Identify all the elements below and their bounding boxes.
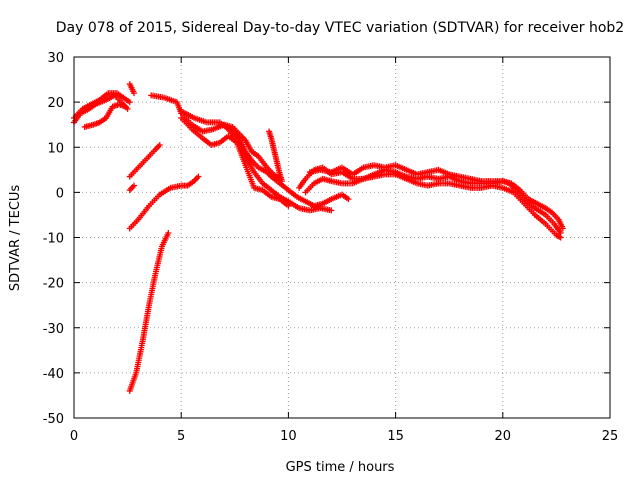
data-point [557, 234, 564, 241]
x-tick-label: 5 [177, 429, 185, 444]
y-tick-label: 20 [47, 96, 64, 111]
data-points [71, 81, 566, 394]
data-point [559, 225, 566, 232]
data-point [165, 229, 172, 236]
y-tick-label: -20 [43, 277, 64, 292]
y-tick-label: -10 [43, 232, 64, 247]
data-point [345, 196, 352, 203]
x-tick-label: 25 [602, 429, 619, 444]
x-axis-label: GPS time / hours [286, 460, 395, 475]
x-tick-label: 20 [495, 429, 512, 444]
x-tick-label: 0 [70, 429, 78, 444]
y-tick-label: 30 [47, 51, 64, 66]
grid [74, 57, 610, 418]
y-tick-label: -50 [43, 412, 64, 427]
y-axis-label: SDTVAR / TECUs [8, 185, 23, 292]
y-tick-label: -40 [43, 367, 64, 382]
data-point [126, 99, 133, 106]
data-point [131, 90, 138, 97]
data-point [285, 202, 292, 209]
y-tick-label: -30 [43, 322, 64, 337]
y-tick-label: 0 [56, 186, 64, 201]
chart-title: Day 078 of 2015, Sidereal Day-to-day VTE… [56, 20, 624, 36]
data-point [328, 207, 335, 214]
x-tick-label: 10 [280, 429, 297, 444]
x-tick-label: 15 [387, 429, 404, 444]
data-point [131, 182, 138, 189]
data-point [195, 173, 202, 180]
y-tick-label: 10 [47, 141, 64, 156]
plot-frame [73, 56, 611, 419]
data-point [122, 103, 129, 110]
data-point [278, 178, 285, 185]
data-point [156, 141, 163, 148]
